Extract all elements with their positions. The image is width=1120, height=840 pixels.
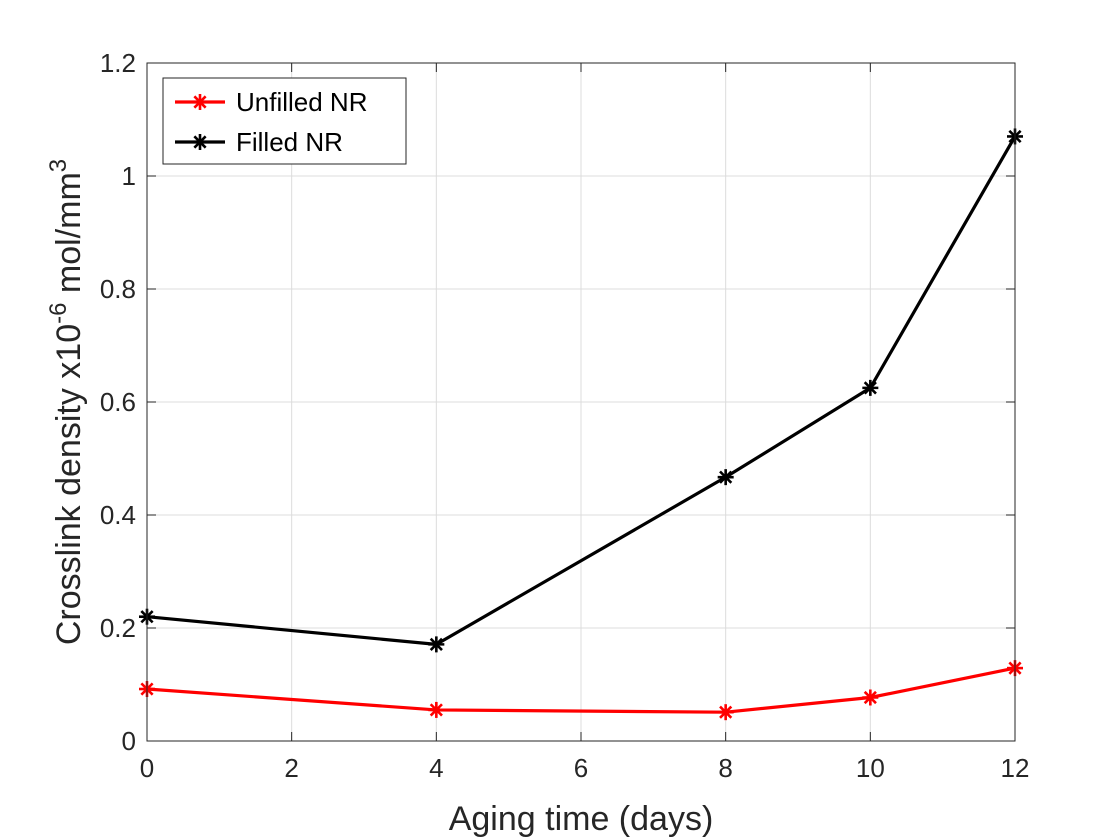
y-tick-label: 0.8 bbox=[100, 274, 136, 304]
legend-label: Filled NR bbox=[236, 127, 343, 157]
data-point-marker bbox=[428, 701, 445, 718]
legend-box bbox=[162, 77, 407, 165]
x-tick-label: 12 bbox=[1001, 753, 1030, 783]
y-tick-label: 0.4 bbox=[100, 500, 136, 530]
legend-label: Unfilled NR bbox=[236, 87, 368, 117]
tick-labels: 0 2 4 6 8 10 12 0 0.2 0.4 0.6 0.8 1 1.2 bbox=[100, 48, 1030, 783]
legend-item: Filled NR bbox=[175, 127, 343, 157]
y-tick-label: 0 bbox=[122, 726, 136, 756]
x-tick-label: 6 bbox=[574, 753, 588, 783]
y-axis-label-main: Crosslink density x10 bbox=[50, 324, 88, 645]
legend-item: Unfilled NR bbox=[175, 87, 368, 117]
axis-ticks bbox=[146, 62, 1016, 742]
y-axis-label-exponent: -6 bbox=[45, 303, 72, 324]
y-tick-label: 1.2 bbox=[100, 48, 136, 78]
x-tick-label: 8 bbox=[718, 753, 732, 783]
data-point-marker bbox=[717, 469, 734, 486]
data-point-marker bbox=[428, 636, 445, 653]
series-layer bbox=[139, 128, 1023, 721]
data-point-marker bbox=[862, 379, 879, 396]
data-point-marker bbox=[192, 94, 208, 110]
data-point-marker bbox=[862, 689, 879, 706]
y-tick-label: 0.2 bbox=[100, 613, 136, 643]
y-axis-label: Crosslink density x10-6 mol/mm3 bbox=[45, 159, 88, 645]
series-filled-nr bbox=[139, 128, 1023, 653]
x-axis-label: Aging time (days) bbox=[449, 800, 714, 838]
x-tick-label: 2 bbox=[284, 753, 298, 783]
x-tick-label: 10 bbox=[856, 753, 885, 783]
y-tick-label: 0.6 bbox=[100, 387, 136, 417]
x-tick-label: 0 bbox=[140, 753, 154, 783]
data-point-marker bbox=[192, 134, 208, 150]
y-tick-label: 1 bbox=[122, 161, 136, 191]
x-tick-label: 4 bbox=[429, 753, 443, 783]
y-axis-label-unit-exponent: 3 bbox=[45, 159, 72, 172]
legend: Unfilled NR Filled NR bbox=[162, 77, 407, 165]
y-axis-label-unit: mol/mm bbox=[50, 172, 88, 302]
grid bbox=[146, 62, 1016, 742]
data-point-marker bbox=[717, 704, 734, 721]
